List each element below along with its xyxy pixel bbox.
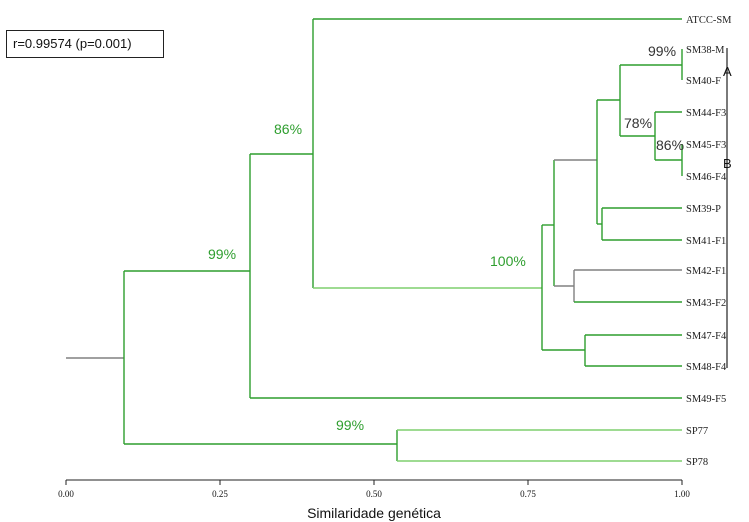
correlation-box: r=0.99574 (p=0.001)	[6, 30, 164, 58]
leaf-label: SM45-F3	[686, 140, 726, 151]
x-tick-label: 1.00	[674, 489, 690, 499]
group-label-a: A	[723, 64, 732, 79]
leaf-labels: ATCC-SM SM38-M SM40-F SM44-F3 SM45-F3 SM…	[686, 15, 732, 468]
x-tick-label: 0.50	[366, 489, 382, 499]
leaf-label: SP78	[686, 457, 708, 468]
bootstrap-label: 99%	[336, 417, 364, 433]
x-tick-label: 0.00	[58, 489, 74, 499]
leaf-label: SM39-P	[686, 204, 721, 215]
bootstrap-label: 86%	[656, 137, 684, 153]
leaf-label: SM42-F1	[686, 266, 726, 277]
leaf-label: SM44-F3	[686, 108, 726, 119]
leaf-label: SM43-F2	[686, 298, 726, 309]
bootstrap-label: 78%	[624, 115, 652, 131]
leaf-label: SM38-M	[686, 45, 725, 56]
leaf-label: SM48-F4	[686, 362, 727, 373]
x-tick-label: 0.75	[520, 489, 536, 499]
bootstrap-label: 86%	[274, 121, 302, 137]
leaf-label: SM49-F5	[686, 394, 726, 405]
bootstrap-label: 99%	[648, 43, 676, 59]
leaf-label: SP77	[686, 426, 708, 437]
x-axis-label: Similaridade genética	[307, 505, 441, 521]
group-label-b: B	[723, 156, 732, 171]
x-tick-label: 0.25	[212, 489, 228, 499]
bootstrap-label: 99%	[208, 246, 236, 262]
leaf-label: SM41-F1	[686, 236, 726, 247]
leaf-label: ATCC-SM	[686, 15, 732, 26]
leaf-label: SM47-F4	[686, 331, 727, 342]
leaf-label: SM40-F	[686, 76, 721, 87]
tree-branches	[66, 18, 683, 462]
x-axis	[65, 479, 683, 485]
bootstrap-label: 100%	[490, 253, 526, 269]
leaf-label: SM46-F4	[686, 172, 727, 183]
